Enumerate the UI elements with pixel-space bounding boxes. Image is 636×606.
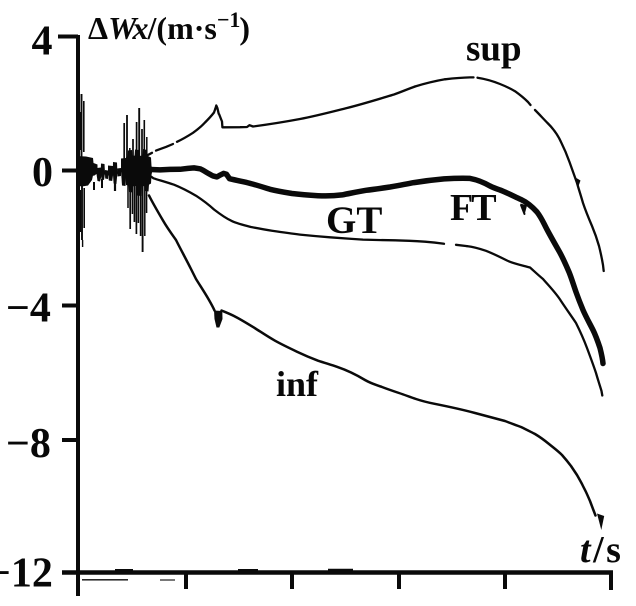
svg-text:0: 0 (32, 150, 53, 196)
svg-text:−4: −4 (6, 286, 51, 332)
svg-text:FT: FT (450, 187, 496, 229)
svg-text:inf: inf (276, 364, 319, 404)
svg-text:−8: −8 (6, 421, 51, 467)
svg-text:t/s: t/s (580, 529, 623, 571)
svg-text:4: 4 (32, 19, 53, 65)
svg-text:GT: GT (326, 199, 382, 242)
svg-text:ΔWx/(m·s−1): ΔWx/(m·s−1) (88, 7, 250, 46)
svg-text:sup: sup (466, 29, 522, 70)
svg-text:−12: −12 (0, 551, 53, 597)
